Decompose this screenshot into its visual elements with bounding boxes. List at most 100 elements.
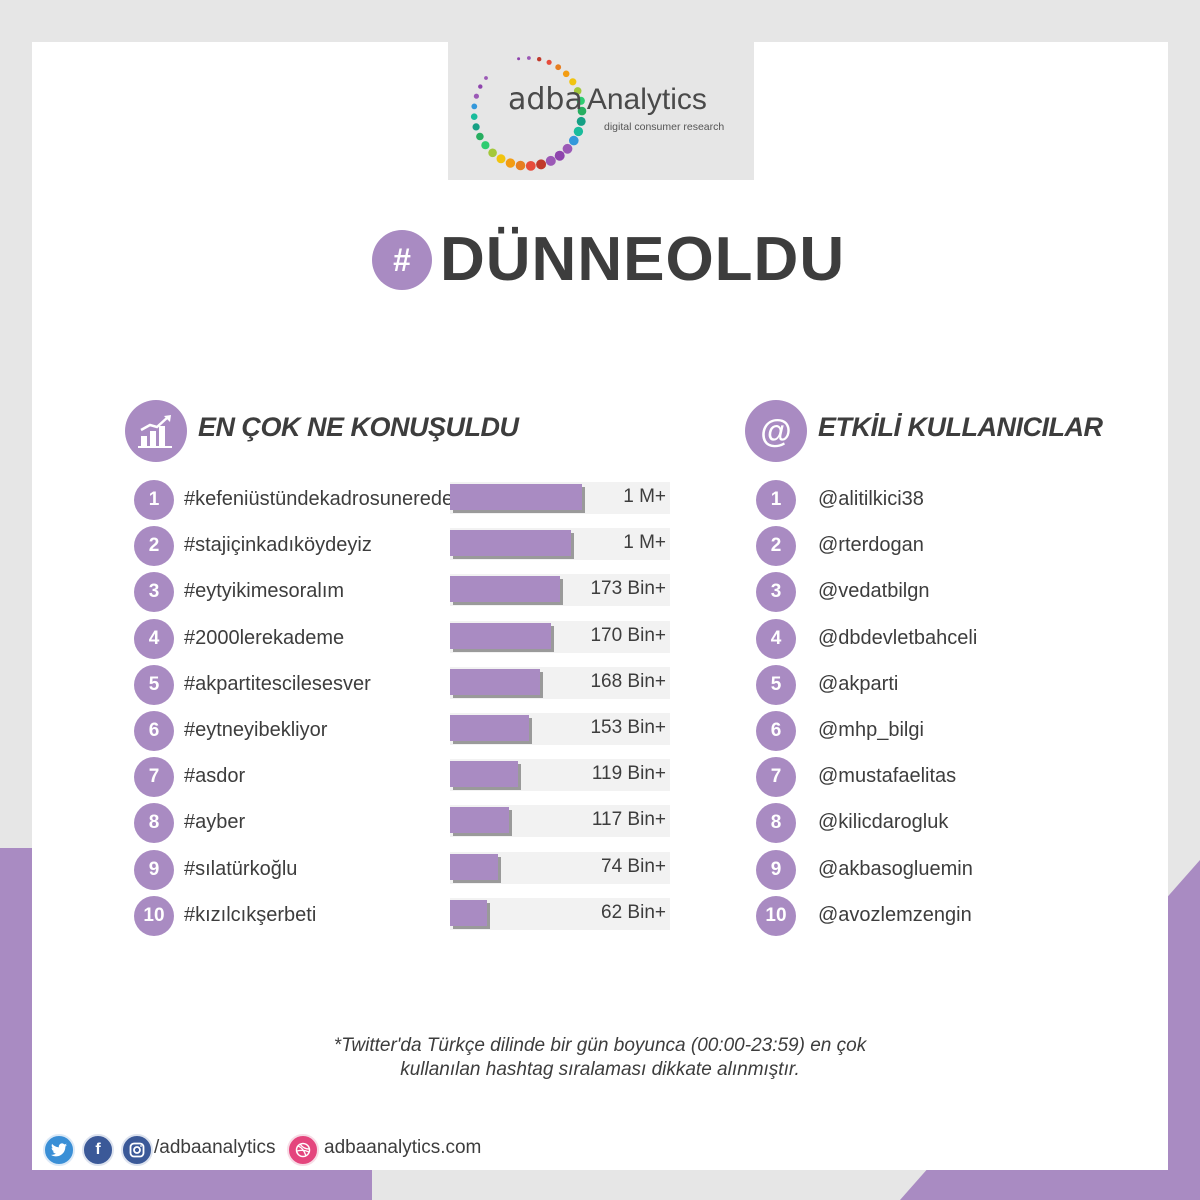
- volume-bar: 1 M+: [450, 528, 670, 560]
- rank-badge: 3: [134, 572, 174, 612]
- rank-badge: 4: [134, 619, 174, 659]
- rank-badge: 1: [134, 480, 174, 520]
- platform-badge: Twitter: [1070, 1108, 1170, 1163]
- hashtag-label[interactable]: #ayber: [184, 811, 246, 833]
- volume-value: 170 Bin+: [590, 625, 666, 646]
- user-handle[interactable]: @mustafaelitas: [818, 765, 957, 787]
- section-title-topics: EN ÇOK NE KONUŞULDU: [198, 412, 519, 442]
- hashtag-label[interactable]: #eytneyibekliyor: [184, 719, 328, 741]
- volume-bar: 117 Bin+: [450, 805, 670, 837]
- hashtag-label[interactable]: #kefeniüstündekadrosunerede: [184, 488, 454, 510]
- hashtag-label[interactable]: #akpartitescilesesver: [184, 673, 371, 695]
- volume-bar: 170 Bin+: [450, 621, 670, 653]
- logo-dot: [555, 64, 562, 71]
- logo-dot: [484, 76, 488, 80]
- user-handle[interactable]: @akbasogluemin: [818, 858, 973, 880]
- logo-dot: [576, 96, 585, 105]
- user-handle[interactable]: @rterdogan: [818, 534, 924, 556]
- rank-badge: 5: [756, 665, 796, 705]
- logo-dot: [554, 150, 565, 161]
- hashtag-label[interactable]: #kızılcıkşerbeti: [184, 904, 317, 926]
- section-title-users: ETKİLİ KULLANICILAR: [818, 412, 1103, 442]
- hashtag-label[interactable]: #asdor: [184, 765, 246, 787]
- volume-value: 117 Bin+: [591, 809, 666, 830]
- volume-bar-fill: [450, 576, 560, 602]
- list-item: 8 #ayber 117 Bin+: [134, 803, 674, 843]
- list-item: 7 #asdor 119 Bin+: [134, 757, 674, 797]
- rank-badge: 4: [756, 619, 796, 659]
- list-item: 9 @akbasogluemin: [756, 850, 1136, 890]
- list-item: 4 @dbdevletbahceli: [756, 619, 1136, 659]
- logo-wordmark: adba Analytics: [508, 82, 707, 117]
- volume-value: 62 Bin+: [601, 902, 666, 923]
- user-handle[interactable]: @akparti: [818, 673, 899, 695]
- volume-bar: 168 Bin+: [450, 667, 670, 699]
- logo-dot: [576, 116, 586, 126]
- instagram-icon[interactable]: [121, 1134, 153, 1166]
- infographic-card: adba Analytics digital consumer research …: [32, 42, 1168, 1170]
- logo-dot: [573, 87, 582, 95]
- list-item: 2 #stajiçinkadıköydeyiz 1 M+: [134, 526, 674, 566]
- volume-bar: 74 Bin+: [450, 852, 670, 884]
- rank-badge: 7: [134, 757, 174, 797]
- list-item: 3 @vedatbilgn: [756, 572, 1136, 612]
- volume-bar-fill: [450, 484, 582, 510]
- rank-badge: 10: [756, 896, 796, 936]
- hashtag-label[interactable]: #stajiçinkadıköydeyiz: [184, 534, 372, 556]
- logo-dot: [471, 103, 478, 110]
- social-handle[interactable]: /adbaanalytics: [154, 1137, 276, 1158]
- facebook-icon[interactable]: f: [82, 1134, 114, 1166]
- footnote-line-1: *Twitter'da Türkçe dilinde bir gün boyun…: [333, 1035, 867, 1056]
- rank-badge: 8: [756, 803, 796, 843]
- hashtag-label[interactable]: #sılatürkoğlu: [184, 858, 298, 880]
- twitter-icon[interactable]: [43, 1134, 75, 1166]
- logo-dot: [525, 161, 536, 171]
- logo-dot: [569, 78, 577, 86]
- volume-value: 168 Bin+: [590, 671, 666, 692]
- volume-value: 173 Bin+: [590, 578, 666, 599]
- volume-bar-fill: [450, 761, 518, 787]
- logo-dot: [546, 59, 552, 65]
- list-item: 1 @alitilkici38: [756, 480, 1136, 520]
- logo-dot: [496, 154, 506, 164]
- website-link[interactable]: adbaanalytics.com: [324, 1137, 482, 1158]
- list-item: 1 #kefeniüstündekadrosunerede 1 M+: [134, 480, 674, 520]
- logo-dot: [505, 158, 516, 168]
- footnote-line-2: kullanılan hashtag sıralaması dikkate al…: [400, 1059, 800, 1080]
- hashtag-label[interactable]: #2000lerekademe: [184, 627, 345, 649]
- list-item: 10 #kızılcıkşerbeti 62 Bin+: [134, 896, 674, 936]
- volume-bar: 1 M+: [450, 482, 670, 514]
- list-item: 5 #akpartitescilesesver 168 Bin+: [134, 665, 674, 705]
- logo-dot: [472, 123, 480, 131]
- logo-dot: [476, 132, 484, 141]
- list-item: 7 @mustafaelitas: [756, 757, 1136, 797]
- volume-bar-fill: [450, 530, 571, 556]
- rank-badge: 1: [756, 480, 796, 520]
- logo-dot: [573, 126, 584, 137]
- logo-dot: [577, 106, 587, 116]
- user-handle[interactable]: @alitilkici38: [818, 488, 924, 510]
- volume-value: 119 Bin+: [591, 763, 666, 784]
- user-handle[interactable]: @mhp_bilgi: [818, 719, 924, 741]
- rank-badge: 6: [134, 711, 174, 751]
- hashtag-label[interactable]: #eytyikimesoralım: [184, 580, 345, 602]
- logo-dots-icon: [470, 56, 587, 171]
- logo-dot: [537, 57, 542, 62]
- volume-value: 1 M+: [623, 532, 666, 553]
- list-item: 2 @rterdogan: [756, 526, 1136, 566]
- volume-value: 1 M+: [623, 486, 666, 507]
- user-handle[interactable]: @vedatbilgn: [818, 580, 930, 602]
- list-item: 6 @mhp_bilgi: [756, 711, 1136, 751]
- volume-bar: 153 Bin+: [450, 713, 670, 745]
- platform-label: Twitter: [1084, 1135, 1156, 1162]
- at-sign-icon: @: [745, 400, 807, 462]
- user-handle[interactable]: @kilicdarogluk: [818, 811, 949, 833]
- user-handle[interactable]: @dbdevletbahceli: [818, 627, 978, 649]
- page-title-text: DÜNNEOLDU: [440, 225, 846, 294]
- logo-dot: [536, 159, 547, 170]
- volume-bar: 173 Bin+: [450, 574, 670, 606]
- user-handle[interactable]: @avozlemzengin: [818, 904, 972, 926]
- rank-badge: 7: [756, 757, 796, 797]
- rank-badge: 8: [134, 803, 174, 843]
- dribbble-icon[interactable]: [287, 1134, 319, 1166]
